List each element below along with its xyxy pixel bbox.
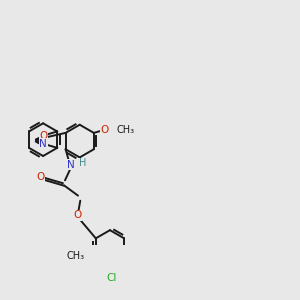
- Text: N: N: [67, 160, 74, 170]
- Text: O: O: [73, 210, 82, 220]
- Text: H: H: [79, 158, 86, 168]
- Text: O: O: [100, 124, 108, 134]
- Text: O: O: [36, 172, 44, 182]
- Text: O: O: [39, 130, 47, 141]
- Text: CH₃: CH₃: [116, 124, 135, 134]
- Text: CH₃: CH₃: [66, 251, 85, 261]
- Text: Cl: Cl: [106, 273, 116, 283]
- Text: N: N: [39, 139, 47, 149]
